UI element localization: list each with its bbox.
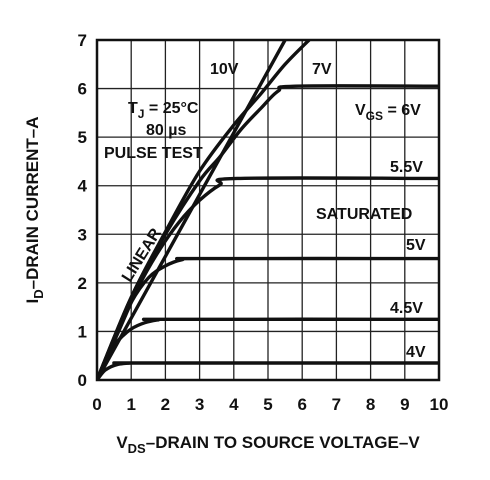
x-tick-label: 2 (161, 395, 170, 414)
y-tick-label: 3 (78, 225, 87, 244)
label-saturated: SATURATED (316, 206, 412, 223)
label-7v: 7V (312, 61, 332, 78)
x-axis-title: VDS–DRAIN TO SOURCE VOLTAGE–V (116, 433, 420, 456)
annotation-tj: TJ = 25°C (128, 100, 199, 121)
label-4v: 4V (406, 344, 426, 361)
y-tick-label: 6 (78, 80, 87, 99)
y-tick-label: 2 (78, 274, 87, 293)
x-tick-labels: 0 1 2 3 4 5 6 7 8 9 10 (92, 395, 448, 414)
x-tick-label: 5 (263, 395, 272, 414)
curve-vgs-7v (97, 40, 311, 380)
x-tick-label: 10 (430, 395, 449, 414)
x-tick-label: 3 (195, 395, 204, 414)
y-tick-labels: 0 1 2 3 4 5 6 7 (78, 31, 88, 390)
curve-vgs-4v (97, 361, 439, 380)
y-tick-label: 1 (78, 322, 87, 341)
x-tick-label: 0 (92, 395, 101, 414)
x-tick-label: 1 (126, 395, 135, 414)
grid (97, 40, 439, 380)
label-5-5v: 5.5V (390, 159, 423, 176)
x-tick-label: 6 (297, 395, 306, 414)
label-10v: 10V (210, 61, 239, 78)
x-tick-label: 8 (366, 395, 375, 414)
y-tick-label: 0 (78, 371, 87, 390)
x-tick-label: 7 (332, 395, 341, 414)
label-4-5v: 4.5V (390, 300, 423, 317)
annotation-pulse-width: 80 µs (146, 122, 186, 139)
plot-frame (95, 38, 441, 382)
label-vgs-6v: VGS = 6V (355, 102, 421, 123)
x-tick-label: 9 (400, 395, 409, 414)
y-tick-label: 7 (78, 31, 87, 50)
y-axis-title: ID–DRAIN CURRENT–A (23, 117, 46, 304)
annotation-pulse-test: PULSE TEST (104, 145, 203, 162)
y-tick-label: 5 (78, 128, 87, 147)
curve-group (97, 40, 439, 380)
label-5v: 5V (406, 237, 426, 254)
x-tick-label: 4 (229, 395, 239, 414)
curve-vgs-5-5v (97, 176, 439, 380)
curve-vgs-10v (97, 40, 287, 380)
y-tick-label: 4 (78, 177, 88, 196)
